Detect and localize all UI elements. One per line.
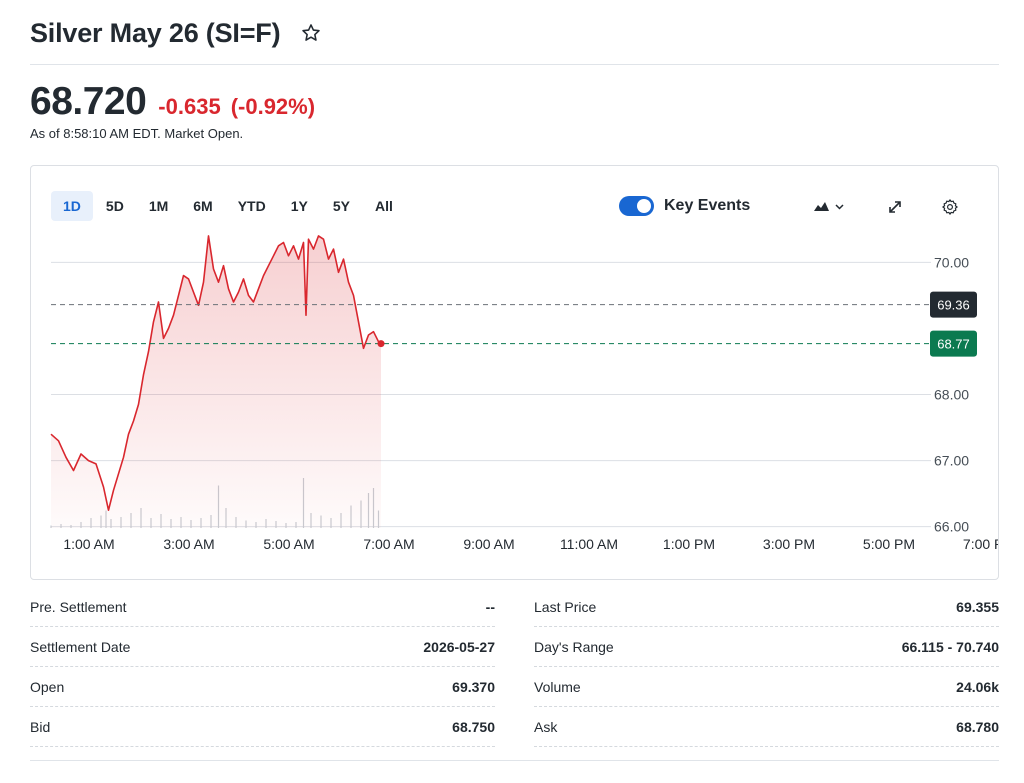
range-tab-1y[interactable]: 1Y [290,198,308,214]
x-tick-label: 5:00 AM [263,536,314,552]
key-events-label: Key Events [664,197,751,214]
stats-right-column: Last Price 69.355 Day's Range 66.115 - 70.7… [534,587,999,747]
price-line [50,235,382,511]
stat-row: Pre. Settlement -- [30,587,495,627]
x-tick-label: 1:00 AM [63,536,114,552]
gear-icon [942,199,958,215]
range-tab-1d[interactable]: 1D [51,191,93,221]
stat-value: 69.370 [452,678,495,695]
stat-row: Ask 68.780 [534,707,999,747]
mountain-chart-icon [814,202,844,211]
stat-value: 68.780 [956,718,999,735]
range-tab-6m[interactable]: 6M [193,198,213,214]
toggle-switch[interactable] [619,196,654,216]
stat-row: Day's Range 66.115 - 70.740 [534,627,999,667]
stat-label: Settlement Date [30,638,131,655]
star-outline-icon[interactable] [300,22,322,44]
chart-settings-button[interactable] [938,196,962,218]
stat-row: Open 69.370 [30,667,495,707]
x-tick-label: 1:00 PM [663,536,715,552]
page-title: Silver May 26 (SI=F) [30,17,281,48]
x-tick-label: 3:00 PM [763,536,815,552]
last-price-tag-label: 68.77 [937,337,970,352]
stat-value: 24.06k [956,678,999,695]
stat-label: Last Price [534,598,597,615]
prev-close-tag-label: 69.36 [937,298,970,313]
x-tick-label: 3:00 AM [163,536,214,552]
page-header: Silver May 26 (SI=F) [30,14,322,52]
range-tab-all[interactable]: All [374,198,393,214]
current-price: 68.720 [30,80,147,123]
market-status-text: As of 8:58:10 AM EDT. Market Open. [30,126,244,141]
stats-left-column: Pre. Settlement -- Settlement Date 2026-05-… [30,587,495,747]
last-price-dot [377,340,385,348]
stat-label: Bid [30,718,51,735]
price-area [51,235,381,528]
x-tick-label: 5:00 PM [863,536,915,552]
stat-label: Pre. Settlement [30,598,127,615]
x-tick-label: 9:00 AM [463,536,514,552]
price-chart[interactable]: 70.00 68.00 67.00 66.00 69.36 68.77 1:00 AM 3:0… [31,166,998,579]
stat-value: 2026-05-27 [423,638,495,655]
range-tab-5d[interactable]: 5D [105,198,124,214]
stat-label: Open [30,678,65,695]
y-tick-label: 66.00 [934,519,969,535]
bottom-divider [30,760,999,761]
toggle-knob [637,199,651,213]
stat-row: Bid 68.750 [30,707,495,747]
price-change-percent: (-0.92%) [230,94,316,119]
header-divider [30,64,999,65]
price-change: -0.635 [158,94,221,119]
prev-close-tag [930,291,977,318]
expand-arrows-icon [889,201,901,213]
stat-row: Last Price 69.355 [534,587,999,627]
stat-value: 69.355 [956,598,999,615]
chart-panel: 1D 5D 1M 6M YTD 1Y 5Y All Key Events 70.00 68.00… [30,165,999,580]
key-events-toggle[interactable]: Key Events [619,196,750,216]
x-tick-label: 7:00 AM [363,536,414,552]
expand-button[interactable] [883,196,907,218]
range-tab-5y[interactable]: 5Y [332,198,350,214]
chart-type-button[interactable] [809,196,849,218]
stat-row: Volume 24.06k [534,667,999,707]
range-tabs: 1D 5D 1M 6M YTD 1Y 5Y All [51,191,406,221]
y-tick-label: 68.00 [934,387,969,403]
x-tick-label: 7:00 PM [963,536,998,552]
stat-label: Day's Range [534,638,614,655]
stat-value: 66.115 - 70.740 [901,638,999,655]
stat-label: Ask [534,718,558,735]
x-tick-label: 11:00 AM [560,536,618,552]
range-tab-ytd[interactable]: YTD [237,198,266,214]
last-price-tag [930,330,977,357]
y-tick-label: 70.00 [934,254,969,270]
quote-summary: 68.720 -0.635 (-0.92%) [30,80,315,124]
stat-label: Volume [534,678,581,695]
range-tab-1m[interactable]: 1M [148,198,169,214]
stat-value: -- [485,598,495,615]
stat-value: 68.750 [452,718,495,735]
y-tick-label: 67.00 [934,453,969,469]
stat-row: Settlement Date 2026-05-27 [30,627,495,667]
